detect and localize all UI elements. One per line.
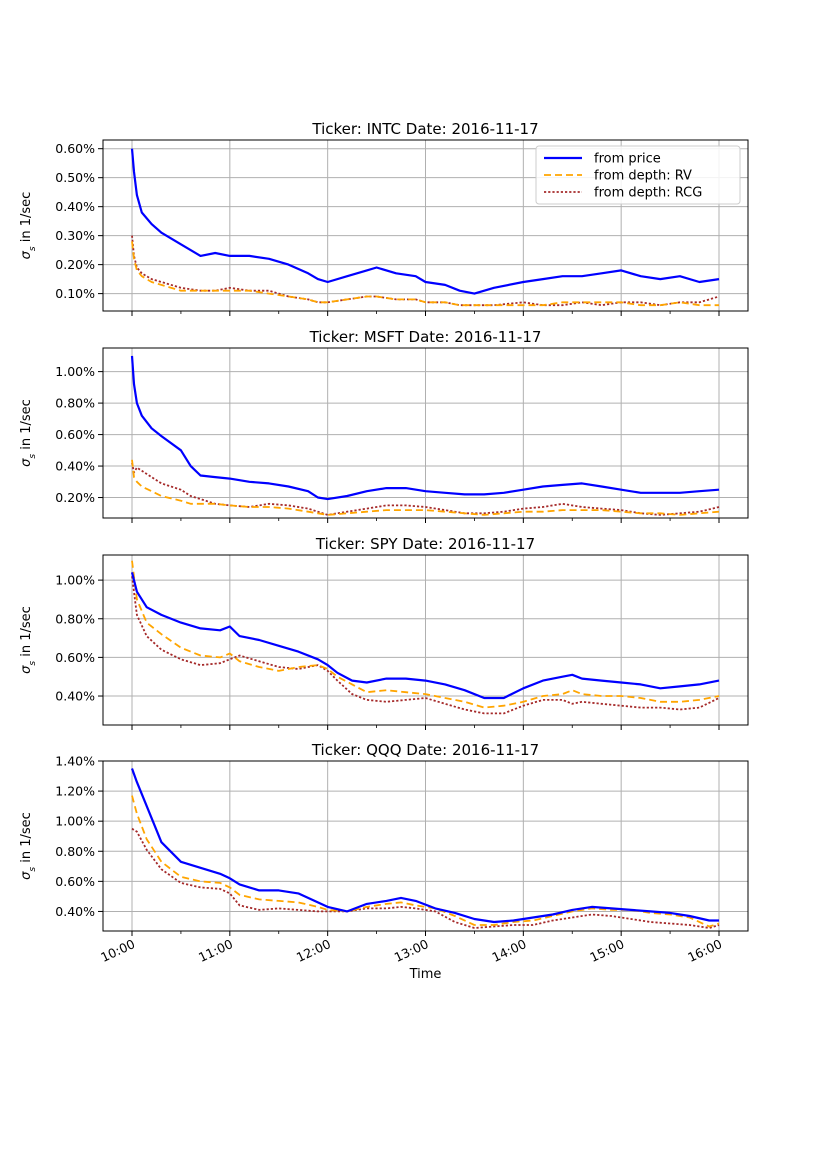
y-axis-label-symbol: σ — [19, 871, 34, 880]
axes-frame — [102, 760, 749, 932]
series-line-from-depth-rv — [131, 560, 720, 709]
y-tick-label: 1.40% — [55, 754, 95, 769]
panel-1: 0.10% 0.20% 0.30% 0.40% 0.50% 0.60% Ticker: IN… — [19, 120, 749, 316]
y-axis-label-symbol: σ — [19, 250, 34, 259]
x-axis-label: Time — [409, 967, 442, 982]
y-tick-label: 0.40% — [55, 904, 95, 919]
x-tick-label: 10:00 — [98, 936, 137, 965]
x-tick-label: 16:00 — [685, 936, 724, 965]
panel-4: 0.40% 0.60% 0.80% 1.00% 1.20% 1.40% Ticker: QQ… — [19, 741, 749, 936]
panel-title: Ticker: SPY Date: 2016-11-17 — [315, 535, 535, 553]
series-line-from-price — [130, 148, 720, 295]
x-tick-label: 12:00 — [294, 936, 333, 965]
legend-box — [535, 145, 741, 205]
series-line-from-depth-rv — [131, 241, 719, 307]
y-tick-label: 1.20% — [55, 784, 95, 799]
y-axis-label-subscript: s — [28, 661, 38, 666]
y-tick-label: 0.50% — [55, 170, 95, 185]
y-axis-label-unit: in 1/sec — [19, 606, 34, 661]
y-tick-label: 1.00% — [55, 573, 95, 588]
y-axis-label-unit: in 1/sec — [19, 812, 34, 867]
y-axis-label: σs in 1/sec — [19, 812, 38, 880]
y-tick-label: 0.80% — [55, 396, 95, 411]
y-tick-label: 0.60% — [55, 141, 95, 156]
legend-label: from depth: RV — [594, 169, 692, 184]
y-tick-label: 0.20% — [55, 257, 95, 272]
y-axis-label-unit: in 1/sec — [19, 192, 34, 247]
series-line-from-price — [130, 768, 719, 924]
x-tick-label: 11:00 — [196, 936, 235, 965]
y-tick-label: 1.00% — [55, 814, 95, 829]
y-tick-label: 0.60% — [55, 874, 95, 889]
legend-label: from price — [594, 152, 661, 167]
axes-frame — [102, 139, 749, 312]
y-tick-label: 0.80% — [55, 611, 95, 626]
y-axis-label: σs in 1/sec — [19, 399, 38, 467]
axes-frame — [102, 347, 749, 519]
x-tick-label: 13:00 — [392, 936, 431, 965]
y-axis-label: σs in 1/sec — [19, 192, 38, 260]
y-axis-label-subscript: s — [28, 867, 38, 872]
series-line-from-price — [130, 355, 720, 501]
y-axis-label: σs in 1/sec — [19, 606, 38, 674]
axes-frame — [102, 554, 749, 726]
y-tick-label: 0.80% — [55, 844, 95, 859]
series-line-from-depth-rv — [131, 795, 720, 928]
y-axis-label-subscript: s — [28, 246, 38, 251]
y-tick-label: 0.10% — [55, 286, 95, 301]
legend-label: from depth: RCG — [594, 186, 702, 201]
series-line-from-depth-rcg — [131, 235, 720, 307]
y-axis-label-symbol: σ — [19, 665, 34, 674]
series-line-from-depth-rcg — [131, 827, 720, 929]
y-tick-label: 0.40% — [55, 199, 95, 214]
y-tick-label: 1.00% — [55, 364, 95, 379]
y-tick-label: 0.20% — [55, 490, 95, 505]
panel-3: 0.40% 0.60% 0.80% 1.00% Ticker: SPY Date: 20… — [19, 535, 749, 730]
y-axis-label-unit: in 1/sec — [19, 399, 34, 454]
panel-2: 0.20% 0.40% 0.60% 0.80% 1.00% Ticker: MSFT Da… — [19, 328, 749, 523]
y-tick-label: 0.30% — [55, 228, 95, 243]
y-tick-label: 0.40% — [55, 689, 95, 704]
series-line-from-depth-rv — [131, 459, 720, 516]
panel-title: Ticker: QQQ Date: 2016-11-17 — [311, 741, 539, 759]
y-axis-label-symbol: σ — [19, 458, 34, 467]
y-tick-label: 0.60% — [55, 650, 95, 665]
y-tick-label: 0.60% — [55, 427, 95, 442]
legend: from price from depth: RV from depth: RCG — [535, 145, 741, 205]
series-line-from-price — [130, 572, 720, 700]
panel-title: Ticker: INTC Date: 2016-11-17 — [311, 120, 538, 138]
y-tick-label: 0.40% — [55, 459, 95, 474]
x-tick-label: 14:00 — [490, 936, 529, 965]
series-line-from-depth-rcg — [131, 462, 720, 516]
y-axis-label-subscript: s — [28, 454, 38, 459]
panel-title: Ticker: MSFT Date: 2016-11-17 — [309, 328, 542, 346]
x-tick-label: 15:00 — [587, 936, 626, 965]
